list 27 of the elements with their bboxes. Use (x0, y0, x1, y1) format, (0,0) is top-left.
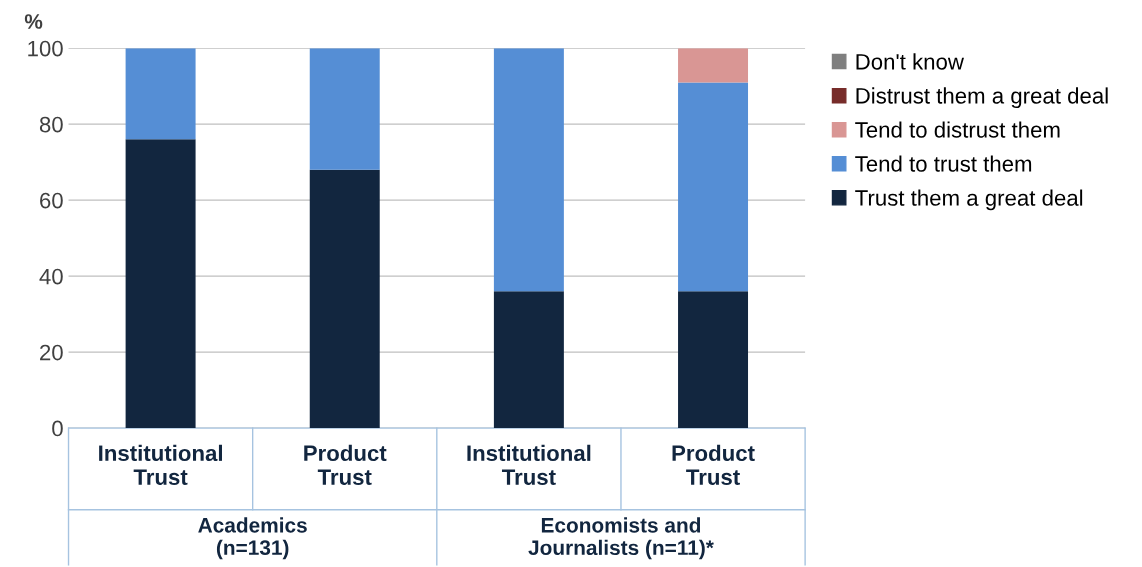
x-tick-label: Institutional Trust (99, 444, 222, 486)
legend-label: Don't know (856, 53, 964, 70)
bar (678, 48, 749, 83)
text: Academics (n=131) (198, 517, 307, 560)
y-axis-title: % (24, 14, 43, 29)
y-tick-label: 100 (28, 40, 63, 57)
y-tick-label: 20 (40, 344, 63, 361)
y-tick-label: 80 (39, 116, 63, 133)
y-tick-label: 40 (39, 268, 63, 285)
bar (309, 169, 380, 429)
x-tick-label: Institutional Trust (467, 444, 591, 486)
bar (678, 82, 749, 292)
legend-label: Tend to distrust them (855, 121, 1060, 138)
y-tick-label: 60 (40, 192, 63, 209)
bar (125, 48, 196, 140)
x-tick-label: Product Trust (672, 444, 755, 486)
bar (309, 48, 380, 170)
bar (678, 291, 749, 429)
legend-label: Distrust them a great deal (856, 87, 1108, 109)
legend-label: Trust them a great deal (855, 189, 1083, 211)
y-tick-label: 0 (52, 420, 63, 437)
bar (493, 48, 564, 292)
legend-label: Tend to trust them (855, 155, 1032, 172)
text: Economists and Journalists (n=11)* (528, 517, 714, 560)
x-tick-label: Product Trust (304, 444, 387, 486)
bar (125, 139, 196, 429)
bar (493, 291, 564, 429)
